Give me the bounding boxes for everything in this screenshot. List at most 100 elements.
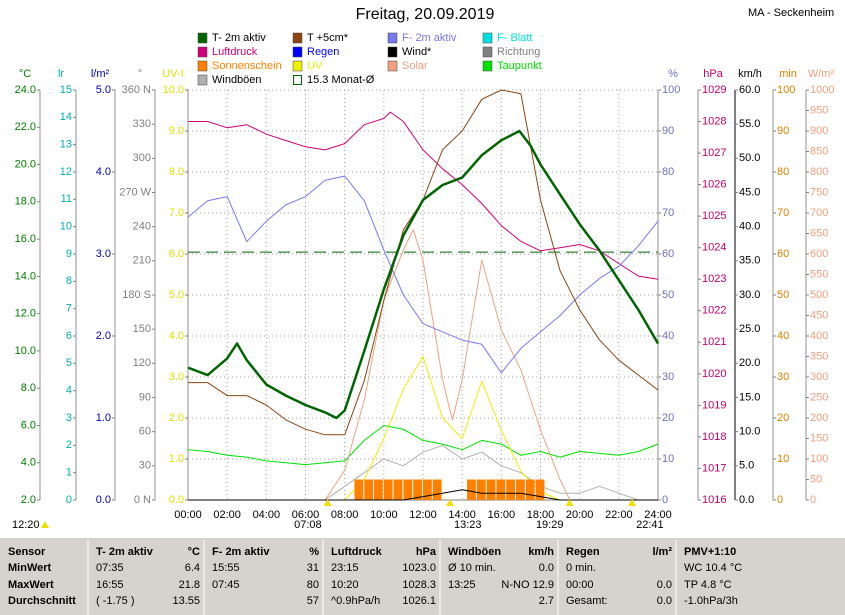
- row-label: Durchschnitt: [8, 595, 76, 607]
- sunshine-bar: [393, 479, 403, 500]
- tick-label: 150: [810, 432, 828, 444]
- tick-label: 0: [810, 494, 816, 506]
- tick-label: 50.0: [739, 152, 760, 164]
- tick-label: 7: [66, 303, 72, 315]
- axis-unit: °C: [19, 68, 31, 80]
- tick-label: 400: [810, 330, 828, 342]
- series-line: [188, 229, 658, 501]
- tick-label: 30.0: [739, 289, 760, 301]
- tick-label: 70: [662, 207, 674, 219]
- cell-left: TP 4.8 °C: [684, 579, 732, 591]
- cell-left: 15:55: [212, 562, 240, 574]
- tick-label: 50: [662, 289, 674, 301]
- tick-label: 80: [662, 166, 674, 178]
- x-tick-label: 24:00: [644, 509, 672, 521]
- tick-label: 20: [662, 412, 674, 424]
- legend-label: F- Blatt: [497, 32, 532, 44]
- table-header: Sensor: [8, 546, 46, 558]
- tick-label: 0 N: [134, 494, 151, 506]
- axis-unit: W/m²: [808, 68, 835, 80]
- tick-label: 120: [133, 357, 151, 369]
- sunshine-bar: [423, 479, 432, 500]
- tick-label: 1028: [702, 115, 726, 127]
- x-tick-label: 00:00: [174, 509, 202, 521]
- tick-label: 150: [133, 323, 151, 335]
- tick-label: 12.0: [15, 308, 36, 320]
- legend-label: Regen: [307, 46, 339, 58]
- tick-label: 1.0: [169, 453, 184, 465]
- left-time: 12:20: [12, 519, 40, 531]
- sun-marker: [323, 499, 332, 506]
- tick-label: 4.0: [21, 457, 36, 469]
- tick-label: 210: [133, 255, 151, 267]
- tick-label: 0: [66, 494, 72, 506]
- legend-label: 15.3 Monat-Ø: [307, 74, 375, 86]
- tick-label: 2.0: [96, 330, 111, 342]
- time-marker: [41, 521, 49, 528]
- series-line: [188, 425, 659, 466]
- legend-marker: [292, 32, 303, 44]
- tick-label: 0.0: [739, 494, 754, 506]
- tick-label: 90: [777, 125, 789, 137]
- tick-label: 1020: [702, 368, 726, 380]
- sunshine-bar: [403, 479, 413, 500]
- legend-label: T +5cm*: [307, 32, 349, 44]
- tick-label: 30: [139, 460, 151, 472]
- cell-right: 1028.3: [402, 579, 436, 591]
- tick-label: 600: [810, 248, 828, 260]
- tick-label: 80: [777, 166, 789, 178]
- row-label: MaxWert: [8, 579, 54, 591]
- tick-label: 10: [777, 453, 789, 465]
- tick-label: 30: [662, 371, 674, 383]
- cell-left: 23:15: [331, 562, 359, 574]
- legend-marker: [482, 32, 493, 44]
- tick-label: 50: [777, 289, 789, 301]
- group-unit: hPa: [416, 546, 437, 558]
- cell-left: ( -1.75 ): [96, 595, 135, 607]
- group-header: PMV+1:10: [684, 546, 736, 558]
- group-header: Regen: [566, 546, 600, 558]
- sunshine-bar: [364, 479, 374, 500]
- cell-right: 31: [307, 562, 319, 574]
- axis-unit: %: [668, 68, 678, 80]
- cell-left: Gesamt:: [566, 595, 608, 607]
- tick-label: 10.0: [163, 84, 184, 96]
- cell-left: 10:20: [331, 579, 359, 591]
- cell-left: -1.0hPa/3h: [684, 595, 738, 607]
- tick-label: 5: [66, 357, 72, 369]
- tick-label: 240: [133, 221, 151, 233]
- tick-label: 2.0: [21, 494, 36, 506]
- tick-label: 20: [777, 412, 789, 424]
- tick-label: 10: [662, 453, 674, 465]
- tick-label: 1021: [702, 336, 726, 348]
- legend-marker: [482, 60, 493, 72]
- axis-unit: l/m²: [91, 68, 110, 80]
- axis-unit: hPa: [703, 68, 723, 80]
- tick-label: 360 N: [122, 84, 151, 96]
- tick-label: 0.0: [169, 494, 184, 506]
- cell-right: 0.0: [657, 579, 672, 591]
- tick-label: 500: [810, 289, 828, 301]
- legend-label: Taupunkt: [497, 60, 542, 72]
- sun-marker: [446, 499, 455, 506]
- group-header: Luftdruck: [331, 546, 383, 558]
- sun-time: 19:29: [536, 519, 564, 531]
- sun-time: 22:41: [636, 519, 664, 531]
- tick-label: 1017: [702, 462, 726, 474]
- tick-label: 650: [810, 227, 828, 239]
- tick-label: 45.0: [739, 186, 760, 198]
- legend-marker: [197, 60, 208, 72]
- tick-label: 100: [777, 84, 795, 96]
- x-tick-label: 02:00: [213, 509, 241, 521]
- tick-label: 350: [810, 350, 828, 362]
- tick-label: 35.0: [739, 255, 760, 267]
- cell-right: 0.0: [539, 562, 554, 574]
- tick-label: 40: [662, 330, 674, 342]
- cell-right: 0.0: [657, 595, 672, 607]
- axis-unit: UV-I: [162, 68, 183, 80]
- cell-right: 1023.0: [402, 562, 436, 574]
- x-tick-label: 10:00: [370, 509, 398, 521]
- x-tick-label: 12:00: [409, 509, 437, 521]
